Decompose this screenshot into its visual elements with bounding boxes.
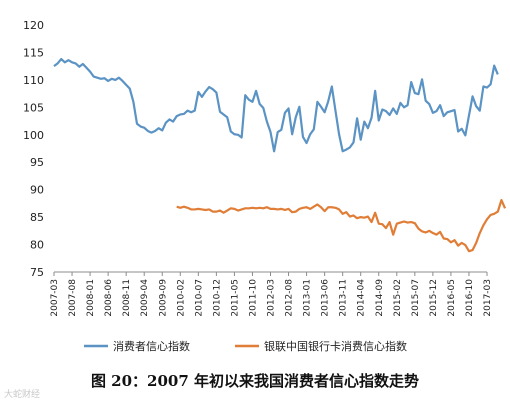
x-tick-label: 2012-08 <box>285 279 295 317</box>
x-tick-label: 2011-10 <box>248 279 258 317</box>
y-tick-label: 95 <box>30 156 44 169</box>
x-tick-label: 2017-03 <box>483 279 493 317</box>
y-tick-label: 80 <box>30 239 44 252</box>
series-line-consumer-confidence <box>53 57 499 153</box>
watermark: 大蛇财经 <box>4 390 41 400</box>
x-tick-label: 2007-08 <box>68 279 78 317</box>
x-tick-label: 2015-02 <box>393 279 403 317</box>
legend-label-consumer: 消费者信心指数 <box>113 339 190 353</box>
x-tick-label: 2013-06 <box>321 279 331 317</box>
y-tick-label: 110 <box>23 74 44 87</box>
y-tick-label: 90 <box>30 184 44 197</box>
x-tick-label: 2009-09 <box>158 279 168 317</box>
x-tick-label: 2007-03 <box>50 279 60 317</box>
y-tick-label: 75 <box>30 266 44 279</box>
x-tick-label: 2008-11 <box>122 279 132 317</box>
x-tick-label: 2009-04 <box>140 279 150 317</box>
x-tick-label: 2010-12 <box>212 279 222 317</box>
x-tick-label: 2013-11 <box>339 279 349 317</box>
y-tick-label: 105 <box>23 101 44 114</box>
series-line-bankcard-confidence <box>176 199 507 253</box>
x-tick-label: 2015-12 <box>429 279 439 317</box>
x-tick-label: 2010-07 <box>194 279 204 317</box>
x-tick-label: 2016-10 <box>465 279 475 317</box>
x-tick-label: 2008-01 <box>86 279 96 317</box>
x-tick-label: 2012-03 <box>267 279 277 317</box>
y-tick-label: 120 <box>23 19 44 32</box>
x-tick-label: 2015-07 <box>411 279 421 317</box>
x-tick-label: 2008-06 <box>104 279 114 317</box>
y-tick-label: 100 <box>23 129 44 142</box>
x-tick-label: 2011-05 <box>230 279 240 317</box>
legend-label-bankcard: 银联中国银行卡消费信心指数 <box>264 339 407 353</box>
x-tick-label: 2010-02 <box>176 279 186 317</box>
x-tick-label: 2013-01 <box>303 279 313 317</box>
line-chart: 75 80 85 90 95 100 105 110 115 120 2007-03 2007-08… <box>23 19 507 353</box>
x-tick-label: 2014-09 <box>375 279 385 317</box>
x-tick-label: 2016-05 <box>447 279 457 317</box>
y-tick-label: 115 <box>23 46 44 59</box>
x-tick-label: 2014-04 <box>357 279 367 317</box>
y-tick-label: 85 <box>30 211 44 224</box>
figure-caption: 图 20：2007 年初以来我国消费者信心指数走势 <box>90 372 420 390</box>
legend: 消费者信心指数 银联中国银行卡消费信心指数 <box>84 339 407 353</box>
